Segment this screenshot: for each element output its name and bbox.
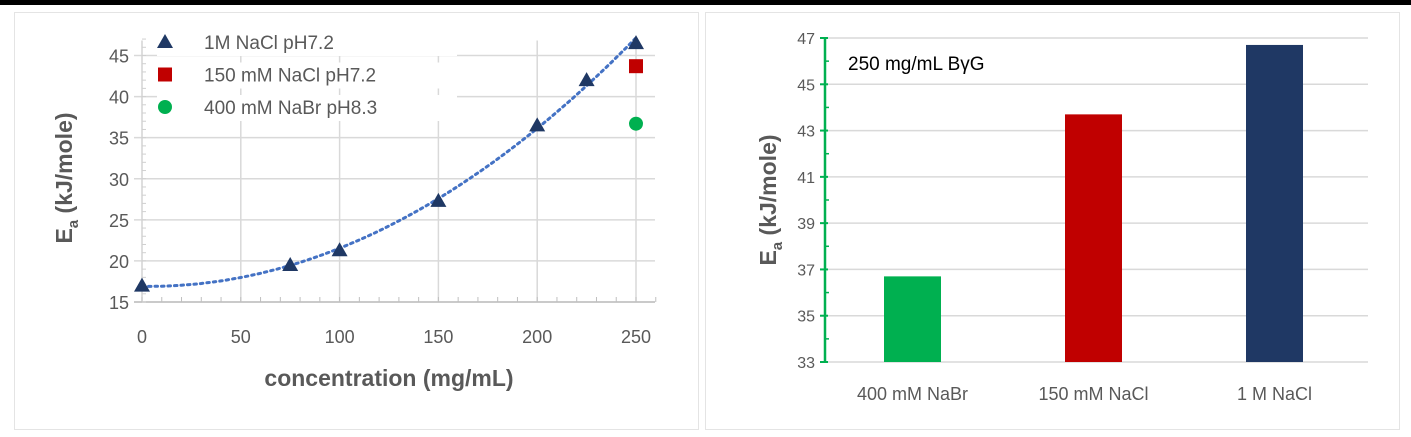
bar xyxy=(1065,114,1122,362)
legend-background xyxy=(157,95,457,121)
data-point-circle xyxy=(629,116,643,131)
y-tick-label: 43 xyxy=(797,124,815,141)
y-tick-label: 47 xyxy=(797,31,815,48)
x-tick-label: 150 xyxy=(423,327,453,347)
legend-label: 400 mM NaBr pH8.3 xyxy=(204,98,377,119)
y-axis-title: Ea (kJ/mole) xyxy=(51,112,82,243)
bar xyxy=(1246,44,1303,362)
x-tick-label: 400 mM NaBr xyxy=(857,384,968,404)
y-tick-label: 35 xyxy=(797,309,815,326)
trendline xyxy=(140,36,638,288)
y-axis-title: Ea (kJ/mole) xyxy=(755,134,786,265)
x-tick-label: 150 mM NaCl xyxy=(1038,384,1148,404)
y-tick-label: 45 xyxy=(797,77,815,94)
x-axis-title: concentration (mg/mL) xyxy=(264,365,513,391)
legend-label: 1M NaCl pH7.2 xyxy=(204,33,334,54)
data-point-triangle xyxy=(331,242,348,257)
y-tick-label: 30 xyxy=(109,170,129,190)
y-tick-label: 33 xyxy=(797,355,815,372)
data-point-triangle xyxy=(282,257,299,272)
data-point-square xyxy=(629,59,643,74)
data-point-triangle xyxy=(578,72,595,87)
y-tick-label: 39 xyxy=(797,216,815,233)
legend-marker-square xyxy=(158,67,172,82)
x-tick-label: 0 xyxy=(137,327,147,347)
data-point-triangle xyxy=(134,277,150,292)
x-tick-label: 50 xyxy=(231,327,251,347)
x-tick-label: 100 xyxy=(325,327,355,347)
x-tick-label: 1 M NaCl xyxy=(1237,384,1312,404)
x-tick-label: 250 xyxy=(621,327,651,347)
y-tick-label: 20 xyxy=(109,252,129,272)
top-border xyxy=(0,0,1411,5)
y-tick-label: 40 xyxy=(109,88,129,108)
y-tick-label: 41 xyxy=(797,170,815,187)
y-tick-label: 35 xyxy=(109,129,129,149)
legend-label: 150 mM NaCl pH7.2 xyxy=(204,66,376,87)
y-tick-label: 15 xyxy=(109,293,129,313)
legend-marker-triangle xyxy=(157,34,173,48)
data-point-triangle xyxy=(628,35,644,50)
data-point-triangle xyxy=(430,192,447,207)
y-tick-label: 45 xyxy=(109,47,129,67)
data-point-triangle xyxy=(529,117,546,132)
x-tick-label: 200 xyxy=(522,327,552,347)
y-tick-label: 37 xyxy=(797,262,815,279)
bar xyxy=(884,276,941,362)
y-tick-label: 25 xyxy=(109,211,129,231)
legend-background xyxy=(157,62,457,89)
legend-marker-circle xyxy=(158,100,172,114)
legend-background xyxy=(157,30,457,56)
chart-annotation: 250 mg/mL BγG xyxy=(848,54,985,75)
